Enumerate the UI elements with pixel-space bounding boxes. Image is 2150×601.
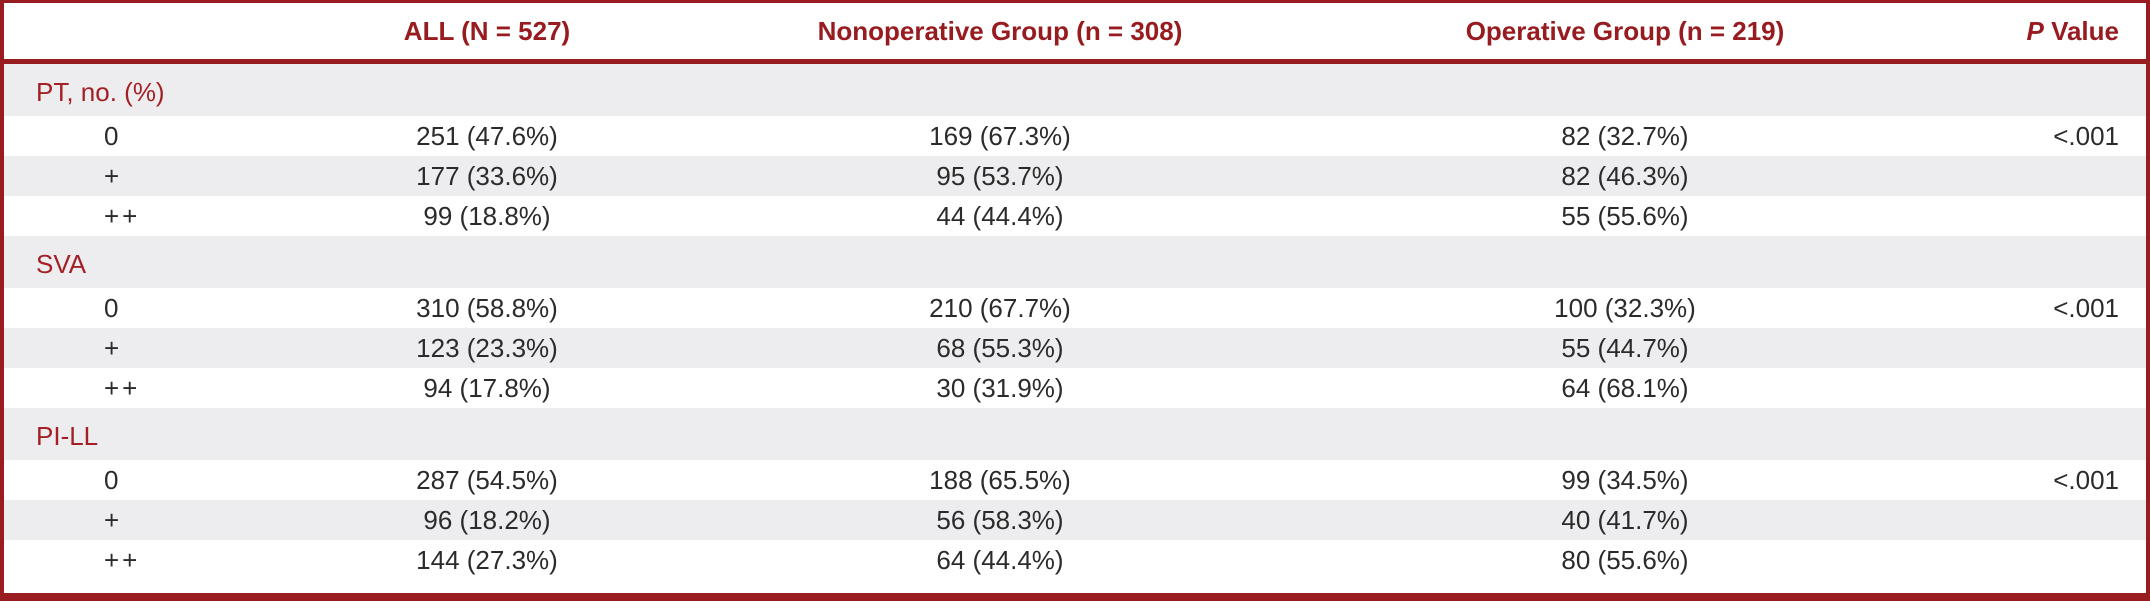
- cell-nonoperative: 68 (55.3%): [936, 333, 1064, 363]
- cell-all: 144 (27.3%): [416, 545, 558, 575]
- table-row-section-pill: PI-LL: [4, 408, 2146, 460]
- section-label: SVA: [36, 249, 87, 279]
- row-label: +: [104, 333, 123, 363]
- cell-all: 96 (18.2%): [423, 505, 551, 535]
- cell-operative: [1360, 62, 1890, 117]
- table-row: ++ 144 (27.3%) 64 (44.4%) 80 (55.6%): [4, 540, 2146, 580]
- section-label: PI-LL: [36, 421, 99, 451]
- cell-operative: 40 (41.7%): [1561, 505, 1689, 535]
- row-label: 0: [104, 121, 122, 151]
- cell-operative: 55 (44.7%): [1561, 333, 1689, 363]
- cell-p-value: [1890, 328, 2146, 368]
- table-row: + 123 (23.3%) 68 (55.3%) 55 (44.7%): [4, 328, 2146, 368]
- table-row-section-pt: PT, no. (%): [4, 61, 2146, 117]
- cell-operative: 99 (34.5%): [1561, 465, 1689, 495]
- cell-nonoperative: 188 (65.5%): [929, 465, 1071, 495]
- table-row: 0 251 (47.6%) 169 (67.3%) 82 (32.7%) <.0…: [4, 116, 2146, 156]
- cell-nonoperative: 44 (44.4%): [936, 201, 1064, 231]
- cell-nonoperative: [640, 236, 1360, 288]
- header-row: ALL (N = 527) Nonoperative Group (n = 30…: [4, 3, 2146, 64]
- cell-all: 287 (54.5%): [416, 465, 558, 495]
- row-label: 0: [104, 293, 122, 323]
- cell-p-value: <.001: [2053, 293, 2119, 323]
- cell-nonoperative: 64 (44.4%): [936, 545, 1064, 575]
- row-label: ++: [104, 373, 141, 403]
- p-value-italic-p: P: [2026, 15, 2044, 46]
- cell-operative: 82 (46.3%): [1561, 161, 1689, 191]
- row-label: +: [104, 505, 123, 535]
- column-header-all: ALL (N = 527): [334, 3, 640, 64]
- cell-p-value: [1890, 62, 2146, 117]
- cell-p-value: [1890, 236, 2146, 288]
- cell-nonoperative: 30 (31.9%): [936, 373, 1064, 403]
- table-row: ++ 94 (17.8%) 30 (31.9%) 64 (68.1%): [4, 368, 2146, 408]
- cell-all: 310 (58.8%): [416, 293, 558, 323]
- cell-p-value: <.001: [2053, 465, 2119, 495]
- cell-operative: 55 (55.6%): [1561, 201, 1689, 231]
- row-label: +: [104, 161, 123, 191]
- table-row: + 177 (33.6%) 95 (53.7%) 82 (46.3%): [4, 156, 2146, 196]
- cell-nonoperative: 56 (58.3%): [936, 505, 1064, 535]
- cell-nonoperative: 169 (67.3%): [929, 121, 1071, 151]
- column-header-rowlabel: [4, 3, 334, 64]
- cell-p-value: [1890, 408, 2146, 460]
- column-header-nonoperative: Nonoperative Group (n = 308): [640, 3, 1360, 64]
- cell-all: [334, 236, 640, 288]
- cell-operative: 100 (32.3%): [1554, 293, 1696, 323]
- row-label: ++: [104, 201, 141, 231]
- cell-all: 177 (33.6%): [416, 161, 558, 191]
- cell-all: 123 (23.3%): [416, 333, 558, 363]
- cell-p-value: [1890, 540, 2146, 580]
- cell-p-value: [1890, 368, 2146, 408]
- stats-table: ALL (N = 527) Nonoperative Group (n = 30…: [4, 3, 2146, 580]
- table-row: 0 310 (58.8%) 210 (67.7%) 100 (32.3%) <.…: [4, 288, 2146, 328]
- cell-all: 99 (18.8%): [423, 201, 551, 231]
- section-label: PT, no. (%): [36, 77, 165, 107]
- p-value-rest: Value: [2043, 15, 2119, 46]
- cell-operative: 82 (32.7%): [1561, 121, 1689, 151]
- cell-operative: [1360, 236, 1890, 288]
- table-row: 0 287 (54.5%) 188 (65.5%) 99 (34.5%) <.0…: [4, 460, 2146, 500]
- column-header-operative: Operative Group (n = 219): [1360, 3, 1890, 64]
- cell-p-value: [1890, 500, 2146, 540]
- cell-all: [334, 408, 640, 460]
- cell-operative: 64 (68.1%): [1561, 373, 1689, 403]
- cell-operative: [1360, 408, 1890, 460]
- cell-p-value: [1890, 156, 2146, 196]
- table-row-section-sva: SVA: [4, 236, 2146, 288]
- row-label: 0: [104, 465, 122, 495]
- cell-operative: 80 (55.6%): [1561, 545, 1689, 575]
- cell-p-value: <.001: [2053, 121, 2119, 151]
- cell-nonoperative: [640, 408, 1360, 460]
- cell-p-value: [1890, 196, 2146, 236]
- cell-nonoperative: 95 (53.7%): [936, 161, 1064, 191]
- cell-all: 251 (47.6%): [416, 121, 558, 151]
- cell-all: 94 (17.8%): [423, 373, 551, 403]
- cell-nonoperative: [640, 62, 1360, 117]
- column-header-p-value: P Value: [1890, 3, 2146, 64]
- cell-all: [334, 62, 640, 117]
- table-row: ++ 99 (18.8%) 44 (44.4%) 55 (55.6%): [4, 196, 2146, 236]
- row-label: ++: [104, 545, 141, 575]
- cell-nonoperative: 210 (67.7%): [929, 293, 1071, 323]
- table-row: + 96 (18.2%) 56 (58.3%) 40 (41.7%): [4, 500, 2146, 540]
